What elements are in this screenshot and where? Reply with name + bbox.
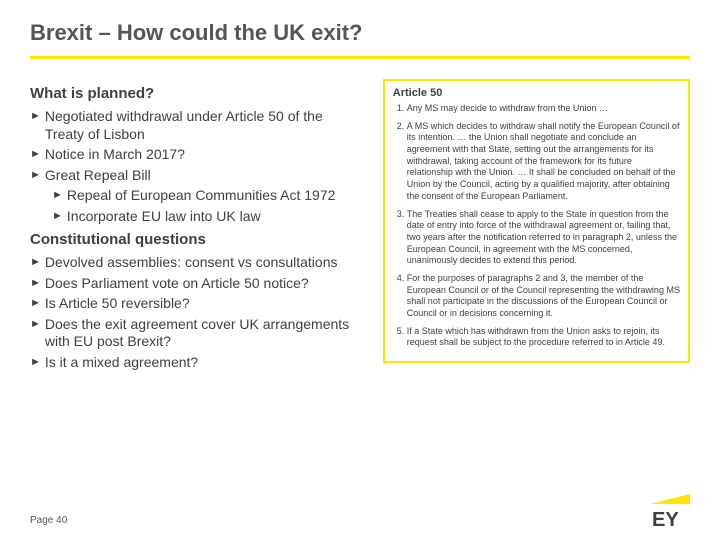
planned-item: ► Great Repeal Bill xyxy=(30,167,363,185)
left-column: What is planned? ► Negotiated withdrawal… xyxy=(30,79,363,374)
bullet-text: Notice in March 2017? xyxy=(45,146,185,164)
article50-clause: Any MS may decide to withdraw from the U… xyxy=(407,103,680,115)
bullet-arrow-icon: ► xyxy=(30,318,41,332)
constitutional-heading: Constitutional questions xyxy=(30,231,363,248)
bullet-text: Repeal of European Communities Act 1972 xyxy=(67,187,336,205)
content-columns: What is planned? ► Negotiated withdrawal… xyxy=(30,79,690,374)
bullet-text: Great Repeal Bill xyxy=(45,167,151,185)
article50-list: Any MS may decide to withdraw from the U… xyxy=(393,103,680,349)
constitutional-item: ► Is it a mixed agreement? xyxy=(30,354,363,372)
constitutional-item: ► Devolved assemblies: consent vs consul… xyxy=(30,254,363,272)
constitutional-item: ► Does the exit agreement cover UK arran… xyxy=(30,316,363,351)
title-rule xyxy=(30,56,690,59)
planned-subitem: ► Incorporate EU law into UK law xyxy=(52,208,363,226)
bullet-text: Is it a mixed agreement? xyxy=(45,354,198,372)
bullet-text: Incorporate EU law into UK law xyxy=(67,208,261,226)
bullet-arrow-icon: ► xyxy=(30,169,41,183)
constitutional-item: ► Does Parliament vote on Article 50 not… xyxy=(30,275,363,293)
bullet-text: Devolved assemblies: consent vs consulta… xyxy=(45,254,338,272)
article50-heading: Article 50 xyxy=(393,87,680,99)
constitutional-item: ► Is Article 50 reversible? xyxy=(30,295,363,313)
bullet-arrow-icon: ► xyxy=(30,256,41,270)
bullet-text: Is Article 50 reversible? xyxy=(45,295,190,313)
article50-box: Article 50 Any MS may decide to withdraw… xyxy=(383,79,690,363)
slide-title: Brexit – How could the UK exit? xyxy=(30,20,690,46)
bullet-arrow-icon: ► xyxy=(52,210,63,224)
planned-item: ► Notice in March 2017? xyxy=(30,146,363,164)
planned-subitem: ► Repeal of European Communities Act 197… xyxy=(52,187,363,205)
bullet-text: Negotiated withdrawal under Article 50 o… xyxy=(45,108,363,143)
bullet-arrow-icon: ► xyxy=(30,148,41,162)
ey-logo-icon: EY xyxy=(650,494,690,530)
bullet-arrow-icon: ► xyxy=(30,110,41,124)
right-column: Article 50 Any MS may decide to withdraw… xyxy=(383,79,690,374)
bullet-arrow-icon: ► xyxy=(30,297,41,311)
bullet-arrow-icon: ► xyxy=(30,277,41,291)
planned-item: ► Negotiated withdrawal under Article 50… xyxy=(30,108,363,143)
planned-heading: What is planned? xyxy=(30,85,363,102)
bullet-arrow-icon: ► xyxy=(30,356,41,370)
bullet-arrow-icon: ► xyxy=(52,189,63,203)
article50-clause: A MS which decides to withdraw shall not… xyxy=(407,121,680,203)
article50-clause: If a State which has withdrawn from the … xyxy=(407,326,680,349)
svg-text:EY: EY xyxy=(652,509,679,530)
article50-clause: For the purposes of paragraphs 2 and 3, … xyxy=(407,273,680,320)
bullet-text: Does Parliament vote on Article 50 notic… xyxy=(45,275,309,293)
bullet-text: Does the exit agreement cover UK arrange… xyxy=(45,316,363,351)
page-number: Page 40 xyxy=(30,515,67,526)
article50-clause: The Treaties shall cease to apply to the… xyxy=(407,209,680,267)
